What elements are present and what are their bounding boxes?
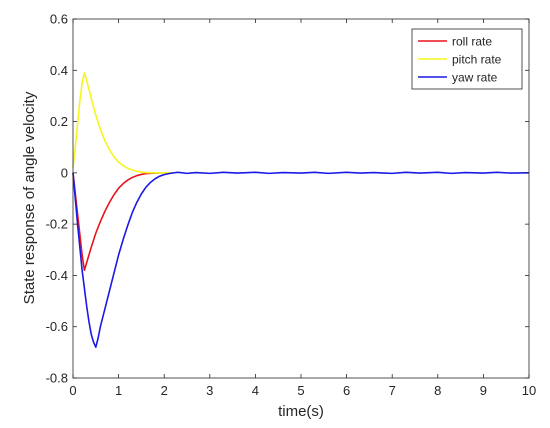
y-tick-label: -0.4 <box>46 268 68 283</box>
x-tick-label: 10 <box>522 383 536 398</box>
x-tick-label: 1 <box>115 383 122 398</box>
legend-label: yaw rate <box>452 71 498 85</box>
x-tick-label: 2 <box>161 383 168 398</box>
y-tick-label: 0.6 <box>50 12 68 27</box>
y-tick-label: 0 <box>61 165 68 180</box>
x-tick-label: 0 <box>69 383 76 398</box>
legend: roll rate pitch rate yaw rate <box>411 28 523 90</box>
y-tick-label: 0.4 <box>50 63 68 78</box>
x-tick-label: 6 <box>343 383 350 398</box>
legend-label: roll rate <box>452 35 492 49</box>
x-tick-label: 9 <box>480 383 487 398</box>
x-tick-label: 4 <box>252 383 259 398</box>
x-tick-label: 5 <box>297 383 304 398</box>
series-line-yaw-rate <box>72 171 530 349</box>
x-axis-label: time(s) <box>278 403 324 420</box>
y-tick-label: -0.6 <box>46 319 68 334</box>
x-tick-label: 7 <box>389 383 396 398</box>
y-tick-label: 0.2 <box>50 114 68 129</box>
y-tick-label: -0.8 <box>46 371 68 386</box>
y-tick-label: -0.2 <box>46 217 68 232</box>
x-tick-label: 3 <box>206 383 213 398</box>
x-tick-label: 8 <box>434 383 441 398</box>
y-axis-label: State response of angle velocity <box>21 91 38 304</box>
legend-label: pitch rate <box>452 53 502 67</box>
series-layer <box>72 72 530 349</box>
series-line-pitch-rate <box>72 72 174 174</box>
tick-layer: 0 1 2 3 4 5 6 7 8 9 10 0.6 0.4 0.2 0 -0.2 -0.4 -0.6 -0.8 <box>46 12 537 399</box>
